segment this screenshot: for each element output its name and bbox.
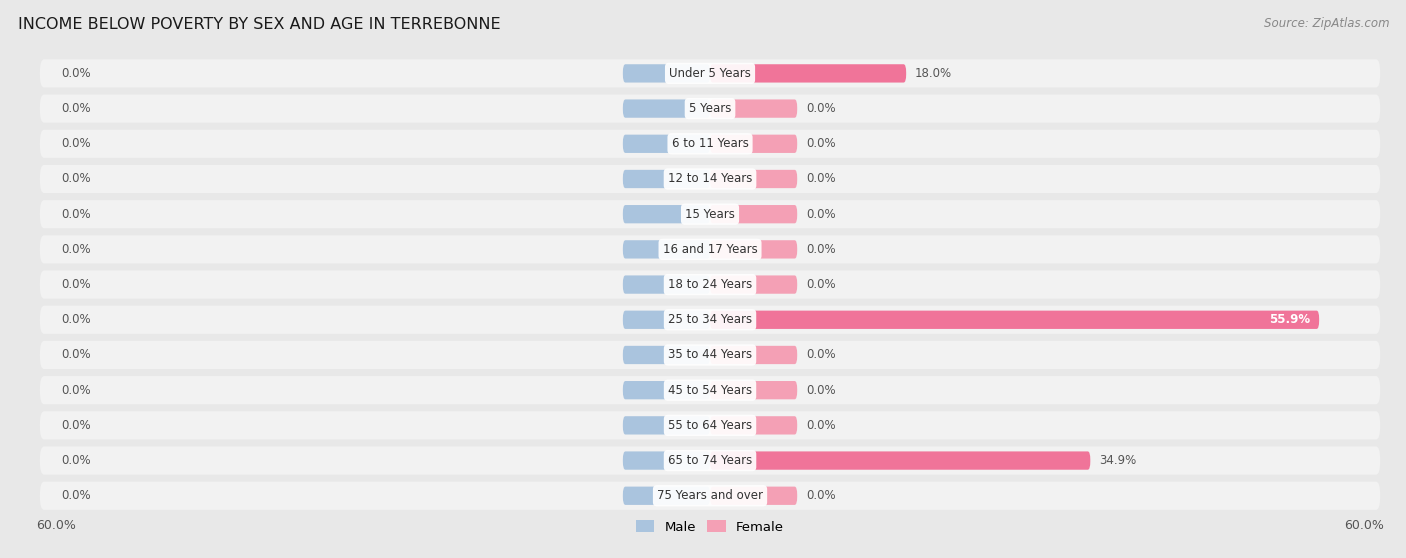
Text: 0.0%: 0.0%: [806, 419, 835, 432]
Text: 0.0%: 0.0%: [62, 454, 91, 467]
Text: 34.9%: 34.9%: [1099, 454, 1136, 467]
FancyBboxPatch shape: [39, 446, 1381, 475]
FancyBboxPatch shape: [710, 451, 1090, 470]
FancyBboxPatch shape: [710, 487, 797, 505]
FancyBboxPatch shape: [39, 482, 1381, 510]
Text: 0.0%: 0.0%: [62, 102, 91, 115]
Text: 55 to 64 Years: 55 to 64 Years: [668, 419, 752, 432]
FancyBboxPatch shape: [710, 64, 905, 83]
FancyBboxPatch shape: [623, 451, 710, 470]
Text: 0.0%: 0.0%: [62, 489, 91, 502]
Text: 75 Years and over: 75 Years and over: [657, 489, 763, 502]
Text: 0.0%: 0.0%: [806, 489, 835, 502]
FancyBboxPatch shape: [39, 94, 1381, 123]
Text: 25 to 34 Years: 25 to 34 Years: [668, 313, 752, 326]
FancyBboxPatch shape: [623, 240, 710, 258]
Text: 6 to 11 Years: 6 to 11 Years: [672, 137, 748, 150]
Text: 0.0%: 0.0%: [806, 384, 835, 397]
Text: 0.0%: 0.0%: [62, 67, 91, 80]
FancyBboxPatch shape: [710, 240, 797, 258]
FancyBboxPatch shape: [710, 205, 797, 223]
FancyBboxPatch shape: [39, 341, 1381, 369]
Text: 0.0%: 0.0%: [806, 243, 835, 256]
FancyBboxPatch shape: [39, 129, 1381, 158]
Text: 0.0%: 0.0%: [62, 172, 91, 185]
FancyBboxPatch shape: [623, 99, 710, 118]
Text: Under 5 Years: Under 5 Years: [669, 67, 751, 80]
Legend: Male, Female: Male, Female: [631, 514, 789, 539]
Text: 35 to 44 Years: 35 to 44 Years: [668, 349, 752, 362]
Text: 55.9%: 55.9%: [1270, 313, 1310, 326]
FancyBboxPatch shape: [39, 306, 1381, 334]
FancyBboxPatch shape: [623, 381, 710, 400]
Text: 65 to 74 Years: 65 to 74 Years: [668, 454, 752, 467]
FancyBboxPatch shape: [710, 99, 797, 118]
FancyBboxPatch shape: [39, 59, 1381, 88]
FancyBboxPatch shape: [623, 134, 710, 153]
FancyBboxPatch shape: [710, 170, 797, 188]
Text: 0.0%: 0.0%: [806, 349, 835, 362]
FancyBboxPatch shape: [39, 271, 1381, 299]
Text: 12 to 14 Years: 12 to 14 Years: [668, 172, 752, 185]
FancyBboxPatch shape: [39, 411, 1381, 440]
Text: 45 to 54 Years: 45 to 54 Years: [668, 384, 752, 397]
FancyBboxPatch shape: [623, 311, 710, 329]
Text: 0.0%: 0.0%: [806, 278, 835, 291]
FancyBboxPatch shape: [623, 346, 710, 364]
FancyBboxPatch shape: [39, 376, 1381, 404]
FancyBboxPatch shape: [710, 134, 797, 153]
Text: 0.0%: 0.0%: [62, 349, 91, 362]
Text: 18 to 24 Years: 18 to 24 Years: [668, 278, 752, 291]
FancyBboxPatch shape: [623, 487, 710, 505]
FancyBboxPatch shape: [39, 235, 1381, 263]
Text: 0.0%: 0.0%: [62, 278, 91, 291]
Text: 0.0%: 0.0%: [62, 137, 91, 150]
Text: Source: ZipAtlas.com: Source: ZipAtlas.com: [1264, 17, 1389, 30]
Text: 0.0%: 0.0%: [806, 172, 835, 185]
FancyBboxPatch shape: [623, 416, 710, 435]
Text: 0.0%: 0.0%: [62, 313, 91, 326]
Text: 0.0%: 0.0%: [62, 208, 91, 220]
Text: INCOME BELOW POVERTY BY SEX AND AGE IN TERREBONNE: INCOME BELOW POVERTY BY SEX AND AGE IN T…: [18, 17, 501, 32]
FancyBboxPatch shape: [710, 311, 1319, 329]
FancyBboxPatch shape: [623, 64, 710, 83]
FancyBboxPatch shape: [623, 170, 710, 188]
FancyBboxPatch shape: [710, 416, 797, 435]
FancyBboxPatch shape: [710, 276, 797, 294]
FancyBboxPatch shape: [710, 346, 797, 364]
Text: 0.0%: 0.0%: [806, 137, 835, 150]
Text: 15 Years: 15 Years: [685, 208, 735, 220]
Text: 18.0%: 18.0%: [915, 67, 952, 80]
Text: 0.0%: 0.0%: [806, 208, 835, 220]
FancyBboxPatch shape: [39, 165, 1381, 193]
FancyBboxPatch shape: [710, 381, 797, 400]
Text: 16 and 17 Years: 16 and 17 Years: [662, 243, 758, 256]
FancyBboxPatch shape: [623, 205, 710, 223]
Text: 0.0%: 0.0%: [62, 419, 91, 432]
FancyBboxPatch shape: [39, 200, 1381, 228]
Text: 0.0%: 0.0%: [62, 243, 91, 256]
FancyBboxPatch shape: [623, 276, 710, 294]
Text: 0.0%: 0.0%: [62, 384, 91, 397]
Text: 5 Years: 5 Years: [689, 102, 731, 115]
Text: 0.0%: 0.0%: [806, 102, 835, 115]
